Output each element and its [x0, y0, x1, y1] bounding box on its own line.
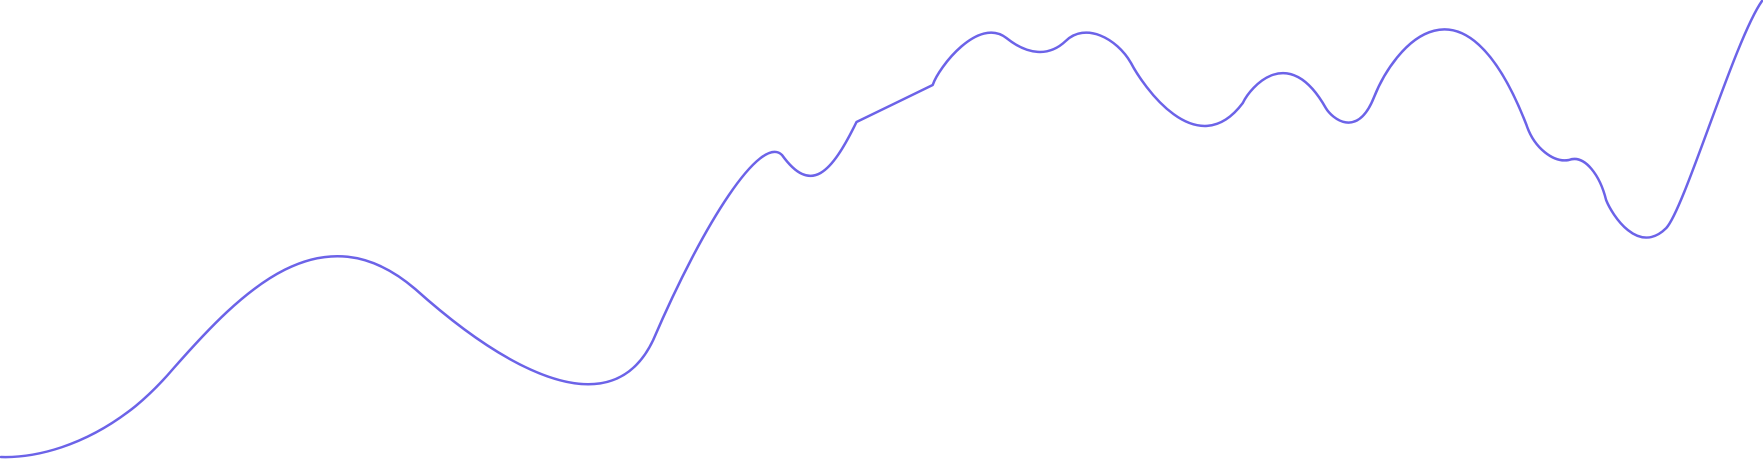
wave-line: [0, 0, 1763, 459]
wave-line-graphic: [0, 0, 1763, 459]
decorative-canvas: [0, 0, 1763, 460]
